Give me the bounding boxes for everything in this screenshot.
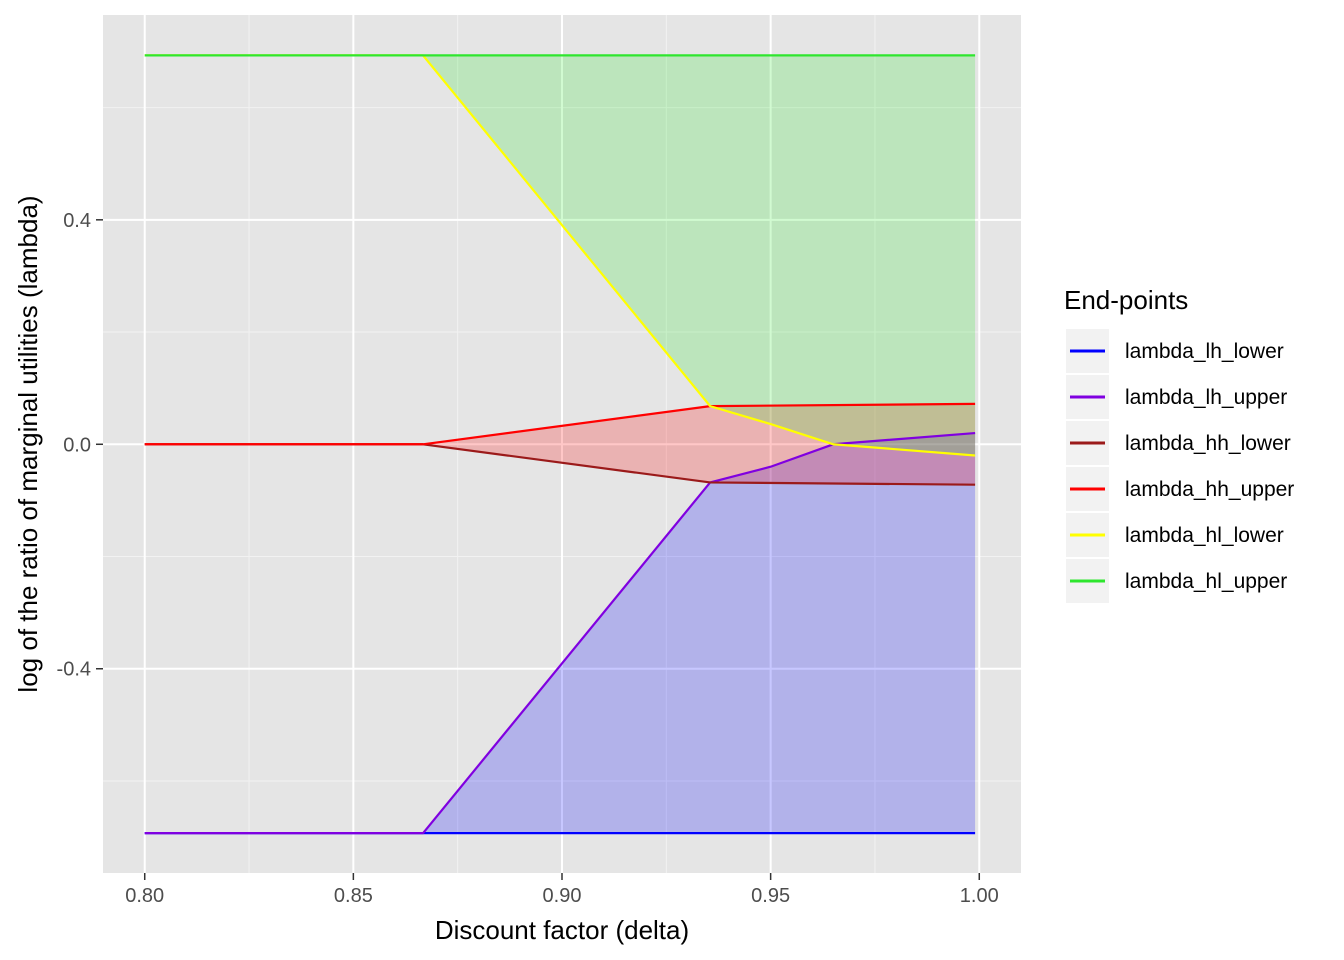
legend-item-lambda_hh_upper: lambda_hh_upper <box>1066 467 1294 511</box>
x-tick-label: 0.90 <box>543 885 582 907</box>
legend-item-lambda_lh_lower: lambda_lh_lower <box>1066 329 1284 373</box>
x-tick-label: 0.80 <box>125 885 164 907</box>
series-line-lambda_hh_upper <box>144 402 976 446</box>
series-line-lambda_lh_upper <box>144 431 976 835</box>
legend-title: End-points <box>1064 285 1188 315</box>
y-axis-title: log of the ratio of marginal utilities (… <box>13 195 43 692</box>
legend-item-lambda_lh_upper: lambda_lh_upper <box>1066 375 1287 419</box>
x-axis-title: Discount factor (delta) <box>435 915 689 945</box>
series-lines <box>144 54 976 835</box>
y-axis-ticks: -0.4 0.0 0.4 <box>57 210 103 681</box>
legend-label: lambda_hh_lower <box>1125 432 1291 455</box>
y-tick-label: 0.0 <box>63 434 91 456</box>
x-axis-ticks: 0.80 0.85 0.90 0.95 1.00 <box>125 873 999 907</box>
ribbon-lambda_lh_upper <box>144 433 976 834</box>
legend-label: lambda_hl_upper <box>1125 570 1287 593</box>
x-tick-label: 0.95 <box>751 885 790 907</box>
legend-label: lambda_hl_lower <box>1125 524 1284 547</box>
ribbon-lambda_hl_upper <box>144 55 976 456</box>
y-tick-label: 0.4 <box>63 210 91 232</box>
legend-item-lambda_hl_lower: lambda_hl_lower <box>1066 513 1284 557</box>
legend-item-lambda_hl_upper: lambda_hl_upper <box>1066 559 1287 603</box>
legend: End-points lambda_lh_lower lambda_lh_uppe… <box>1064 285 1294 603</box>
legend-item-lambda_hh_lower: lambda_hh_lower <box>1066 421 1291 465</box>
y-tick-label: -0.4 <box>57 659 91 681</box>
x-tick-label: 0.85 <box>334 885 373 907</box>
legend-label: lambda_lh_lower <box>1125 340 1284 363</box>
legend-label: lambda_lh_upper <box>1125 386 1287 409</box>
x-tick-label: 1.00 <box>960 885 999 907</box>
legend-label: lambda_hh_upper <box>1125 478 1294 501</box>
